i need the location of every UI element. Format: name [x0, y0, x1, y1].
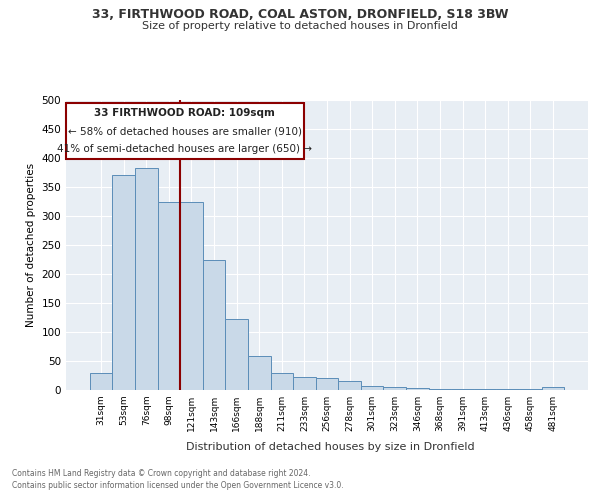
- Bar: [203, 260, 226, 390]
- Text: Contains public sector information licensed under the Open Government Licence v3: Contains public sector information licen…: [12, 481, 344, 490]
- Bar: [451, 389, 474, 390]
- Y-axis label: Number of detached properties: Number of detached properties: [26, 163, 36, 327]
- Bar: [158, 202, 180, 390]
- Text: 33 FIRTHWOOD ROAD: 109sqm: 33 FIRTHWOOD ROAD: 109sqm: [94, 108, 275, 118]
- Text: 33, FIRTHWOOD ROAD, COAL ASTON, DRONFIELD, S18 3BW: 33, FIRTHWOOD ROAD, COAL ASTON, DRONFIEL…: [92, 8, 508, 20]
- Bar: [383, 387, 406, 390]
- Bar: [519, 389, 542, 390]
- FancyBboxPatch shape: [66, 103, 304, 160]
- Text: Contains HM Land Registry data © Crown copyright and database right 2024.: Contains HM Land Registry data © Crown c…: [12, 468, 311, 477]
- Bar: [248, 356, 271, 390]
- Bar: [338, 382, 361, 390]
- Bar: [361, 386, 383, 390]
- Text: Distribution of detached houses by size in Dronfield: Distribution of detached houses by size …: [185, 442, 475, 452]
- Bar: [316, 378, 338, 390]
- Bar: [226, 319, 248, 390]
- Text: Size of property relative to detached houses in Dronfield: Size of property relative to detached ho…: [142, 21, 458, 31]
- Bar: [542, 386, 564, 390]
- Bar: [271, 372, 293, 390]
- Bar: [112, 176, 135, 390]
- Bar: [293, 377, 316, 390]
- Bar: [406, 388, 428, 390]
- Bar: [180, 202, 203, 390]
- Bar: [496, 389, 519, 390]
- Bar: [428, 389, 451, 390]
- Bar: [90, 373, 112, 390]
- Text: ← 58% of detached houses are smaller (910): ← 58% of detached houses are smaller (91…: [68, 126, 302, 136]
- Bar: [474, 389, 496, 390]
- Text: 41% of semi-detached houses are larger (650) →: 41% of semi-detached houses are larger (…: [57, 144, 312, 154]
- Bar: [135, 168, 158, 390]
